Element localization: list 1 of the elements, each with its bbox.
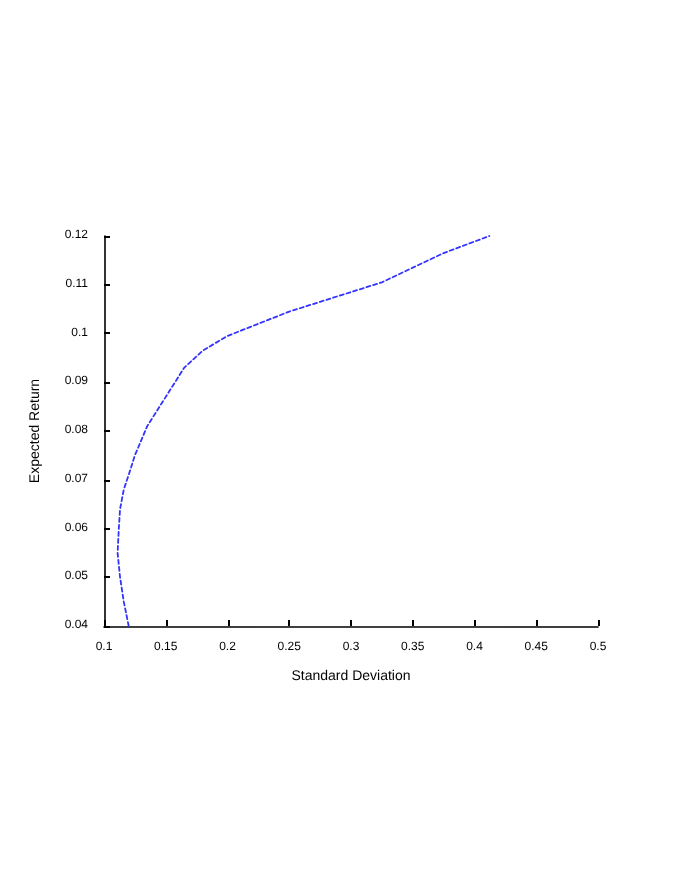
line-series bbox=[116, 235, 491, 627]
